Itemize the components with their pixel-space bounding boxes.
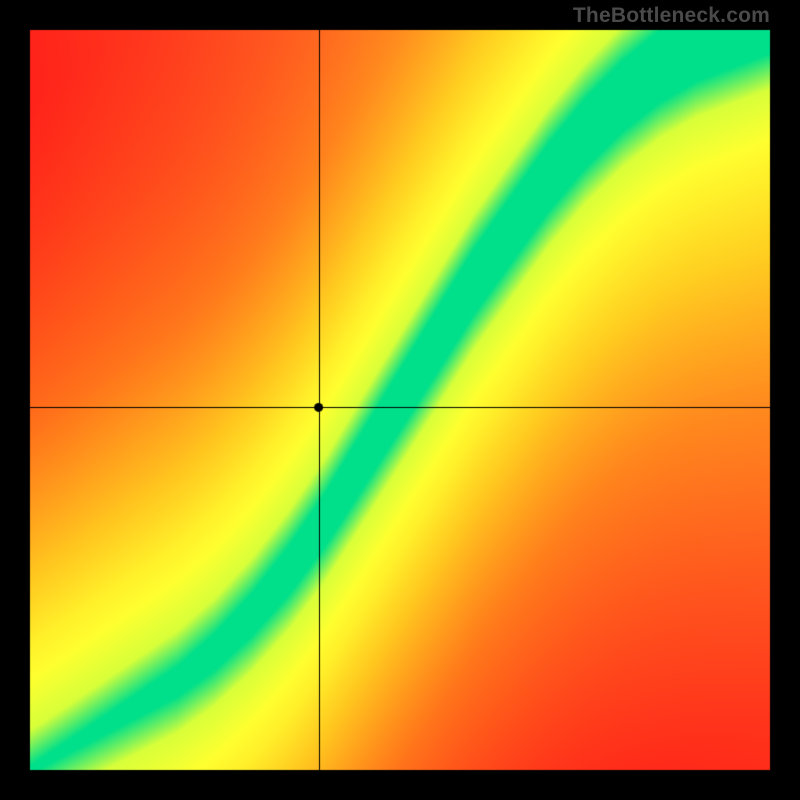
chart-container: TheBottleneck.com xyxy=(0,0,800,800)
watermark-text: TheBottleneck.com xyxy=(573,4,770,28)
heatmap-canvas xyxy=(0,0,800,800)
